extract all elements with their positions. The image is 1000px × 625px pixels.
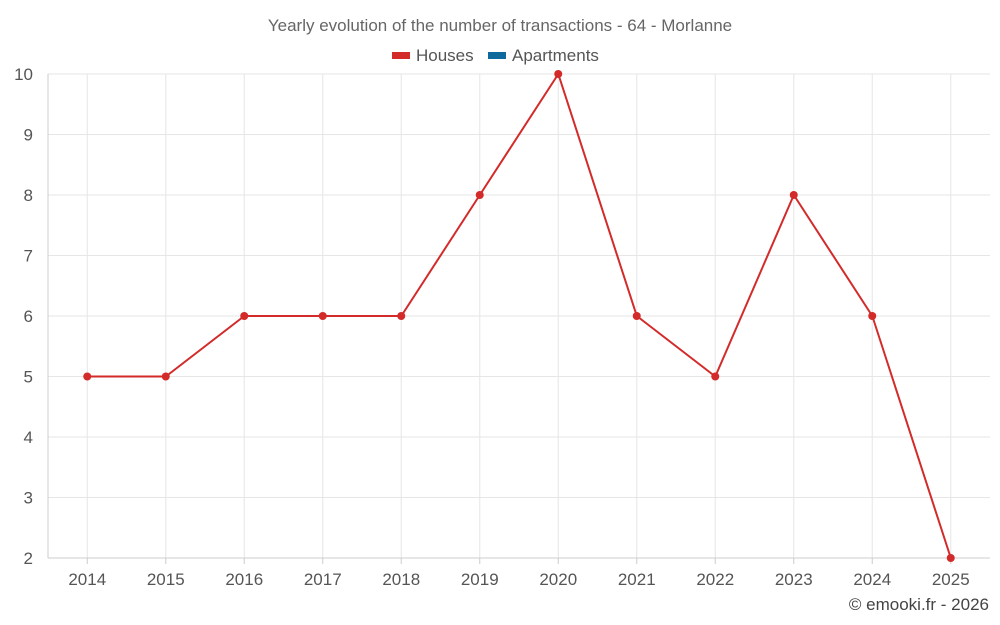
legend-swatch-houses — [392, 52, 410, 59]
data-point-2015[interactable] — [161, 372, 170, 381]
legend-item-houses[interactable]: Houses — [392, 46, 474, 65]
data-point-2023[interactable] — [789, 191, 798, 199]
y-axis-ticks: 2 3 4 5 6 7 8 9 10 — [14, 65, 33, 568]
legend-label-apartments: Apartments — [512, 46, 599, 65]
x-tick-label: 2017 — [304, 570, 342, 589]
x-tick-label: 2015 — [147, 570, 185, 589]
series-line-houses — [87, 73, 952, 559]
data-point-2021[interactable] — [632, 312, 641, 320]
y-tick-label: 8 — [24, 186, 33, 205]
chart-title: Yearly evolution of the number of transa… — [268, 16, 732, 35]
x-tick-label: 2022 — [696, 570, 734, 589]
series-houses — [83, 70, 955, 562]
legend-swatch-apartments — [488, 52, 506, 59]
data-point-2018[interactable] — [397, 312, 406, 320]
y-tick-label: 3 — [24, 489, 33, 508]
x-tick-label: 2025 — [932, 570, 970, 589]
grid — [48, 73, 990, 558]
y-tick-label: 6 — [24, 307, 33, 326]
axes — [47, 74, 990, 564]
x-tick-label: 2023 — [775, 570, 813, 589]
data-point-2017[interactable] — [318, 312, 327, 320]
x-tick-label: 2020 — [539, 570, 577, 589]
data-point-2022[interactable] — [711, 372, 720, 381]
data-point-2024[interactable] — [868, 312, 877, 320]
data-point-2020[interactable] — [554, 70, 563, 78]
y-tick-label: 10 — [14, 65, 33, 84]
data-point-2016[interactable] — [240, 312, 249, 320]
x-tick-label: 2021 — [618, 570, 656, 589]
y-tick-label: 2 — [24, 549, 33, 568]
y-tick-label: 9 — [24, 126, 33, 145]
x-tick-label: 2019 — [461, 570, 499, 589]
legend-item-apartments[interactable]: Apartments — [488, 46, 599, 65]
legend: Houses Apartments — [392, 46, 599, 65]
y-tick-label: 7 — [24, 247, 33, 266]
data-point-2014[interactable] — [83, 372, 92, 381]
x-tick-label: 2024 — [853, 570, 891, 589]
data-point-2025[interactable] — [946, 554, 955, 562]
legend-label-houses: Houses — [416, 46, 474, 65]
data-point-2019[interactable] — [475, 191, 484, 199]
x-tick-label: 2018 — [382, 570, 420, 589]
x-tick-label: 2016 — [225, 570, 263, 589]
x-axis-ticks: 2014 2015 2016 2017 2018 2019 2020 2021 2022 2023… — [68, 570, 969, 589]
x-tick-label: 2014 — [68, 570, 106, 589]
y-tick-label: 4 — [24, 428, 33, 447]
y-tick-label: 5 — [24, 368, 33, 387]
credit-text: © emooki.fr - 2026 — [849, 595, 989, 614]
